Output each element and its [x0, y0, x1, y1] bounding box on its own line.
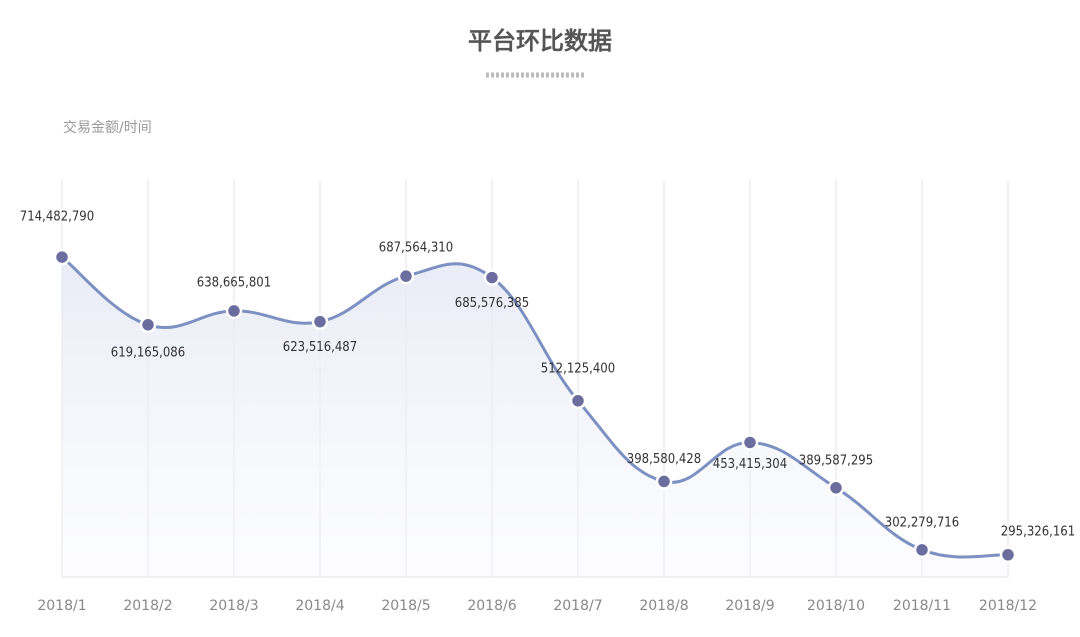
data-label: 295,326,161 — [1001, 524, 1075, 539]
data-label: 302,279,716 — [885, 515, 959, 530]
point — [53, 248, 71, 266]
point — [311, 313, 329, 330]
point — [569, 392, 587, 410]
point — [225, 302, 243, 320]
data-label: 512,125,400 — [541, 361, 615, 376]
x-tick-label: 2018/7 — [553, 598, 602, 614]
x-tick-label: 2018/12 — [979, 598, 1037, 614]
x-tick-label: 2018/10 — [807, 598, 865, 614]
data-label: 685,576,385 — [455, 296, 529, 311]
y-axis-label: 交易金额/时间 — [63, 119, 152, 136]
point — [397, 267, 415, 285]
x-tick-label: 2018/1 — [37, 598, 86, 614]
point — [913, 541, 931, 559]
data-label: 389,587,295 — [799, 453, 873, 468]
point — [483, 269, 501, 286]
data-label: 623,516,487 — [283, 340, 357, 355]
x-tick-label: 2018/5 — [381, 598, 430, 614]
area — [62, 257, 1008, 577]
x-tick-label: 2018/6 — [467, 598, 516, 614]
plot: 714,482,790 619,165,086 638,665,801 623,516… — [20, 210, 1075, 577]
data-label: 638,665,801 — [197, 275, 271, 290]
point — [999, 546, 1017, 564]
data-label: 619,165,086 — [111, 345, 185, 360]
chart-title: 平台环比数据 — [468, 27, 612, 55]
data-label: 453,415,304 — [713, 457, 787, 472]
x-tick-label: 2018/9 — [725, 598, 774, 614]
x-tick-label: 2018/8 — [639, 598, 688, 614]
x-tick-label: 2018/2 — [123, 598, 172, 614]
x-tick-label: 2018/4 — [295, 598, 344, 614]
x-tick-label: 2018/11 — [893, 598, 951, 614]
x-tick-label: 2018/3 — [209, 598, 258, 614]
point — [741, 434, 759, 451]
point — [655, 473, 673, 490]
point — [827, 479, 845, 497]
data-label: 714,482,790 — [20, 210, 94, 225]
data-label: 398,580,428 — [627, 452, 701, 467]
data-label: 687,564,310 — [379, 241, 453, 256]
point — [139, 316, 157, 334]
